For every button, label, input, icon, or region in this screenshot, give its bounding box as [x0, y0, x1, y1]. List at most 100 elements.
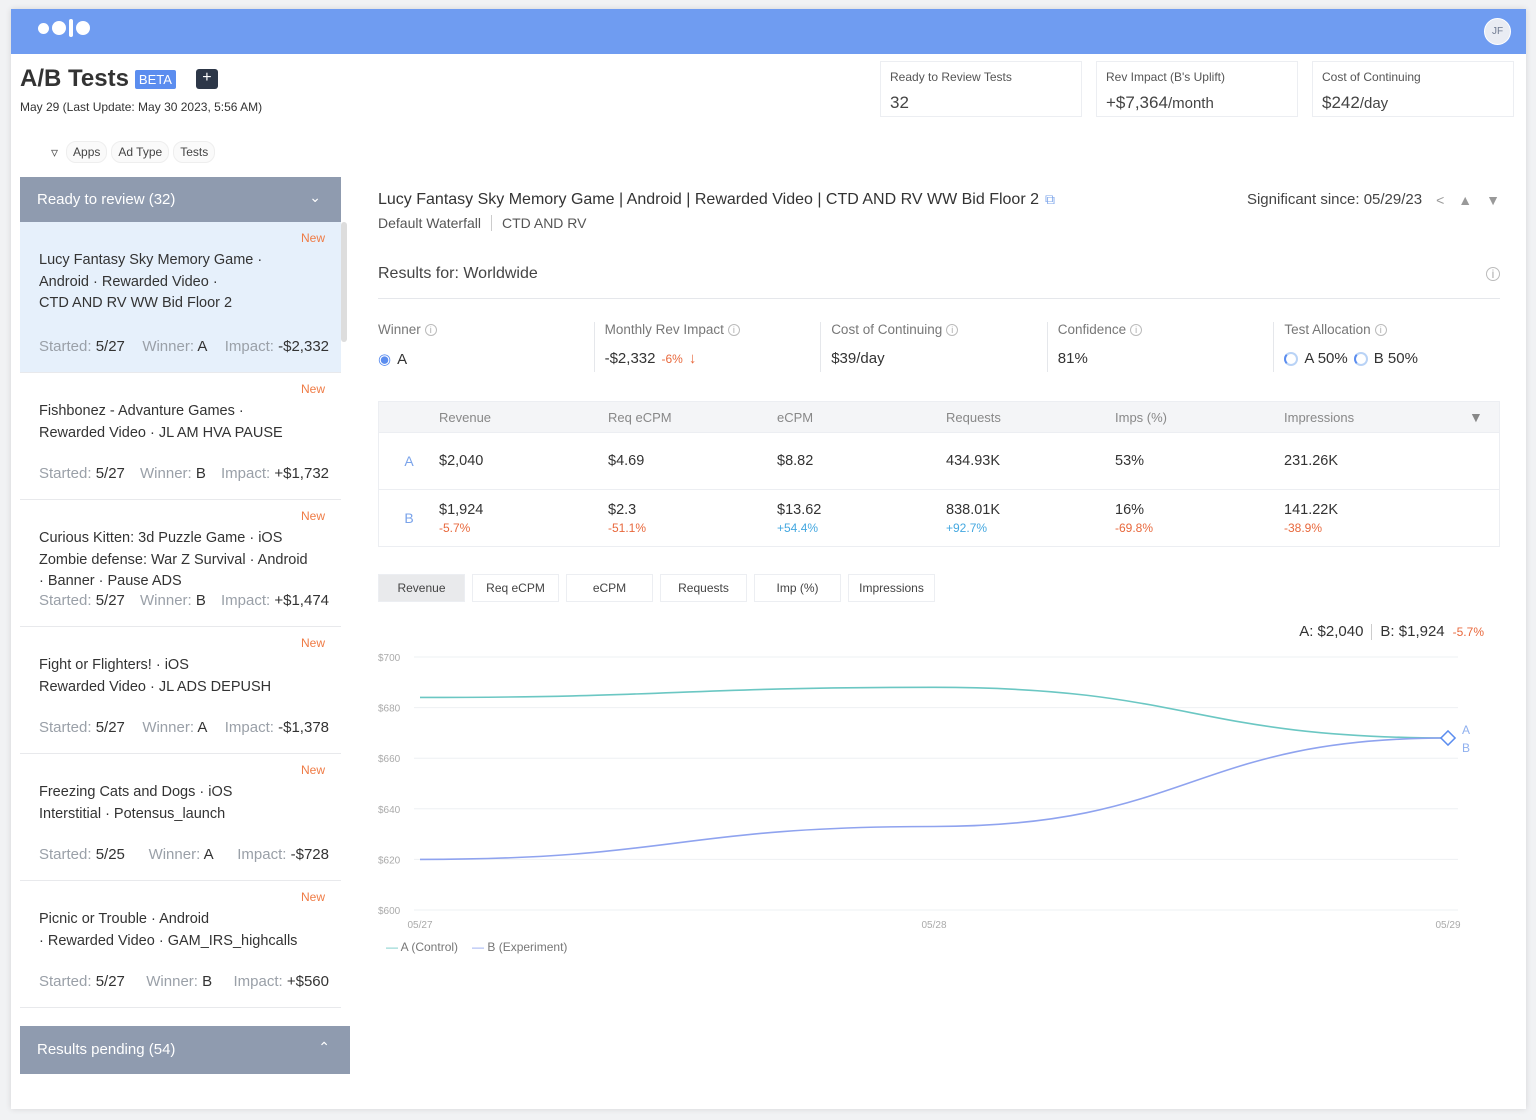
kpi-label: Cost of Continuing	[1322, 70, 1421, 84]
filter-icon[interactable]: ▿	[51, 143, 59, 160]
stat-label: Test Allocation	[1284, 322, 1371, 337]
avatar[interactable]: JF	[1484, 18, 1511, 45]
series-line-a	[419, 686, 1449, 739]
info-icon[interactable]: i	[1374, 324, 1387, 337]
test-card[interactable]: New Fight or Flighters! · iOS Rewarded Vi…	[20, 627, 341, 754]
stat-value: A	[397, 350, 408, 368]
table-cell: 16% -69.8%	[1115, 502, 1284, 535]
tab-impressions[interactable]: Impressions	[848, 574, 935, 602]
started-label: Started:	[39, 846, 92, 863]
test-card-name: Picnic or Trouble · Android · Rewarded Vi…	[39, 909, 309, 952]
impact-value: +$1,474	[274, 592, 329, 609]
table-row: A $2,040 $4.69 $8.82 434.93K 53% 231.26K	[379, 432, 1499, 489]
test-card[interactable]: New Freezing Cats and Dogs · iOS Intersti…	[20, 754, 341, 881]
tab-revenue[interactable]: Revenue	[378, 574, 465, 602]
y-tick-label: $680	[378, 704, 401, 715]
column-header[interactable]: Imps (%)	[1115, 409, 1167, 425]
stat-value: 81%	[1057, 350, 1088, 367]
results-pending-header[interactable]: Results pending (54) ⌃	[20, 1026, 350, 1074]
test-card-name-line: Fishbonez - Advanture Games ·	[39, 403, 244, 419]
kpi-cost-of-continuing: Cost of Continuing $242/day	[1312, 61, 1514, 117]
started-value: 5/27	[95, 592, 125, 609]
new-badge: New	[300, 382, 325, 396]
metrics-table: Revenue Req eCPM eCPM Requests Imps (%) Impre…	[378, 401, 1500, 547]
column-header[interactable]: eCPM	[777, 409, 814, 425]
info-icon[interactable]: i	[1130, 324, 1143, 337]
variant-label: A	[404, 453, 414, 469]
feedback-chat-icon[interactable]: +	[195, 69, 218, 89]
impact-label: Impact:	[224, 338, 274, 355]
column-header[interactable]: Impressions	[1284, 409, 1355, 425]
column-header[interactable]: Revenue	[439, 409, 492, 425]
info-icon[interactable]: i	[1486, 267, 1500, 281]
thumbs-down-icon[interactable]: ▼	[1486, 191, 1500, 208]
winner-value: B	[195, 592, 206, 609]
column-header[interactable]: Req eCPM	[608, 409, 672, 425]
cell-change: +92.7%	[946, 520, 988, 535]
stat-test-allocation: Test Allocation i A 50% B 50%	[1273, 322, 1500, 372]
started-label: Started:	[39, 719, 92, 736]
test-card[interactable]: New Picnic or Trouble · Android · Rewarde…	[20, 881, 341, 1008]
winner-label: Winner:	[146, 973, 198, 990]
test-card[interactable]: New Curious Kitten: 3d Puzzle Game · iOS…	[20, 500, 341, 627]
results-pending-label: Results pending (54)	[37, 1041, 176, 1058]
share-icon[interactable]: <	[1436, 191, 1445, 208]
legend-label-b: B (Experiment)	[487, 940, 568, 954]
test-card-name-line: Curious Kitten: 3d Puzzle Game · iOS	[39, 530, 283, 546]
test-card[interactable]: New Lucy Fantasy Sky Memory Game · Androi…	[20, 222, 341, 373]
stat-label: Cost of Continuing	[831, 322, 943, 337]
logo[interactable]	[38, 19, 90, 37]
filter-tests[interactable]: Tests	[173, 141, 216, 163]
legend-item-a[interactable]: — A (Control)	[386, 940, 459, 954]
impact-label: Impact:	[224, 719, 274, 736]
y-tick-label: $620	[378, 855, 401, 866]
test-card-name-line: Rewarded Video · JL ADS DEPUSH	[39, 678, 272, 695]
impact-label: Impact:	[221, 592, 271, 609]
test-card-name: Lucy Fantasy Sky Memory Game · Android · …	[39, 250, 309, 315]
tab-ecpm[interactable]: eCPM	[566, 574, 653, 602]
end-point-marker	[1439, 729, 1457, 747]
table-cell: 231.26K	[1284, 453, 1469, 469]
divider	[378, 298, 1500, 299]
ready-to-review-header[interactable]: Ready to review (32) ⌄	[20, 177, 341, 222]
filter-icon[interactable]: ▼	[1469, 409, 1483, 425]
cell-value: $13.62	[777, 501, 822, 518]
impact-label: Impact:	[221, 465, 271, 482]
info-icon[interactable]: i	[946, 324, 959, 337]
sidebar-scrollbar[interactable]	[341, 222, 347, 342]
test-card-name-line: Picnic or Trouble · Android	[39, 911, 210, 927]
started-value: 5/27	[95, 338, 125, 355]
info-icon[interactable]: i	[727, 324, 740, 337]
winner-value: B	[202, 973, 213, 990]
winner-label: Winner:	[142, 338, 194, 355]
test-card-name-line: Lucy Fantasy Sky Memory Game ·	[39, 252, 263, 268]
tab-requests[interactable]: Requests	[660, 574, 747, 602]
table-cell: $1,924 -5.7%	[439, 502, 608, 535]
test-card-name-line: CTD AND RV WW Bid Floor 2	[39, 295, 233, 311]
stat-confidence: Confidence i 81%	[1046, 322, 1274, 372]
thumbs-up-icon[interactable]: ▲	[1458, 191, 1473, 208]
column-header[interactable]: Requests	[946, 409, 1001, 425]
kpi-label: Rev Impact (B's Uplift)	[1106, 70, 1225, 84]
tab-req-ecpm[interactable]: Req eCPM	[472, 574, 559, 602]
info-icon[interactable]: i	[424, 324, 437, 337]
table-cell: $8.82	[777, 453, 946, 469]
table-cell: 838.01K +92.7%	[946, 502, 1115, 535]
new-badge: New	[300, 763, 325, 777]
external-link-icon[interactable]: ⧉	[1045, 191, 1055, 207]
test-card[interactable]: New Fishbonez - Advanture Games · Rewarde…	[20, 373, 341, 500]
new-badge: New	[300, 231, 325, 245]
started-label: Started:	[39, 592, 92, 609]
variant-label: B	[404, 510, 414, 526]
test-card-meta: Started: 5/27 Winner: A Impact: -$2,332	[39, 338, 329, 355]
allocation-ring-icon	[1353, 351, 1368, 366]
legend-item-b[interactable]: — B (Experiment)	[472, 940, 568, 954]
filter-ad-type[interactable]: Ad Type	[111, 141, 170, 163]
last-update-text: May 29 (Last Update: May 30 2023, 5:56 A…	[20, 100, 263, 114]
kpi-ready-to-review: Ready to Review Tests 32	[880, 61, 1082, 117]
test-subtitle: Default Waterfall CTD AND RV	[378, 215, 587, 231]
filter-apps[interactable]: Apps	[66, 141, 108, 163]
table-cell: 53%	[1115, 453, 1284, 469]
tab-imp[interactable]: Imp (%)	[754, 574, 841, 602]
test-card-name-line: · Banner · Pause ADS	[39, 573, 182, 589]
